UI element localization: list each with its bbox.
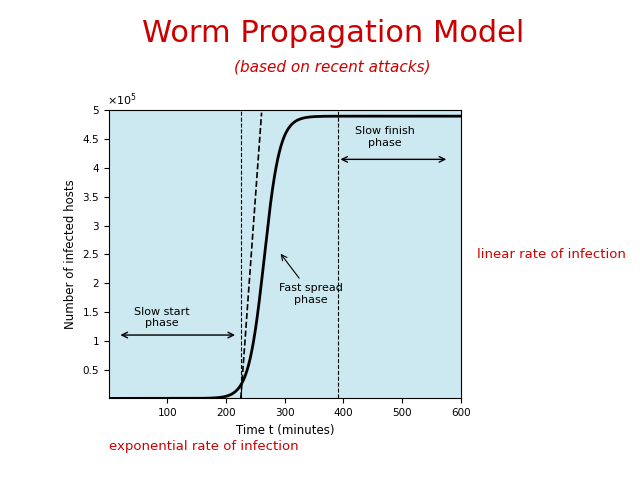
X-axis label: Time t (minutes): Time t (minutes): [236, 424, 334, 437]
Text: Fast spread
phase: Fast spread phase: [279, 255, 343, 305]
Text: Worm Propagation Model: Worm Propagation Model: [141, 19, 524, 48]
Text: (based on recent attacks): (based on recent attacks): [234, 60, 431, 75]
Text: exponential rate of infection: exponential rate of infection: [109, 440, 298, 453]
Text: $\times 10^5$: $\times 10^5$: [107, 91, 137, 108]
Text: Slow start
phase: Slow start phase: [134, 307, 189, 328]
Text: Slow finish
phase: Slow finish phase: [355, 126, 415, 148]
Y-axis label: Number of infected hosts: Number of infected hosts: [64, 180, 77, 329]
Text: linear rate of infection: linear rate of infection: [477, 248, 626, 261]
